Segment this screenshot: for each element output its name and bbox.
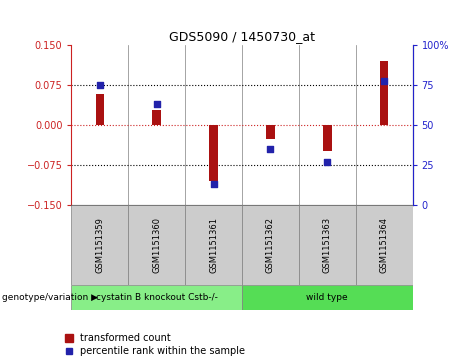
Bar: [185, 205, 242, 285]
Bar: [209, 125, 218, 181]
Text: genotype/variation ▶: genotype/variation ▶: [2, 293, 98, 302]
Title: GDS5090 / 1450730_at: GDS5090 / 1450730_at: [169, 30, 315, 43]
Text: GSM1151359: GSM1151359: [95, 217, 104, 273]
Bar: [71, 285, 242, 310]
Bar: [323, 125, 331, 151]
Bar: [266, 125, 275, 139]
Text: cystatin B knockout Cstb-/-: cystatin B knockout Cstb-/-: [96, 293, 218, 302]
Bar: [356, 205, 413, 285]
Legend: transformed count, percentile rank within the sample: transformed count, percentile rank withi…: [65, 333, 245, 356]
Text: wild type: wild type: [307, 293, 348, 302]
Bar: [95, 94, 104, 125]
Text: GSM1151363: GSM1151363: [323, 217, 332, 273]
Bar: [242, 205, 299, 285]
Bar: [242, 285, 413, 310]
Point: [210, 182, 217, 187]
Point: [324, 159, 331, 165]
Bar: [128, 205, 185, 285]
Bar: [380, 61, 389, 125]
Text: GSM1151364: GSM1151364: [380, 217, 389, 273]
Bar: [71, 205, 128, 285]
Bar: [153, 110, 161, 125]
Point: [153, 102, 160, 107]
Bar: [299, 205, 356, 285]
Point: [380, 78, 388, 83]
Text: GSM1151360: GSM1151360: [152, 217, 161, 273]
Text: GSM1151361: GSM1151361: [209, 217, 218, 273]
Point: [267, 146, 274, 152]
Text: GSM1151362: GSM1151362: [266, 217, 275, 273]
Point: [96, 82, 104, 88]
